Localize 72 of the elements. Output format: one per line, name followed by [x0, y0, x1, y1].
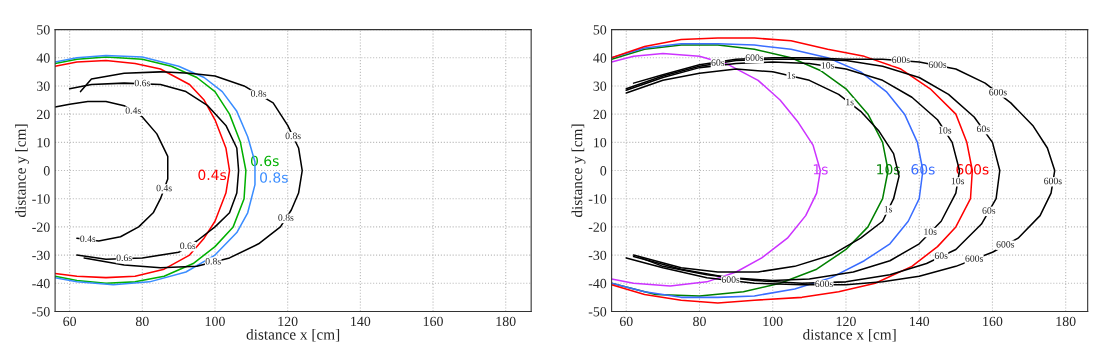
x-tick-label: 60 [619, 316, 633, 327]
y-tick-label: 10 [37, 137, 50, 148]
annotation: 0.4s [125, 107, 141, 114]
annotation: 0.8s [285, 132, 301, 140]
annotation: 600s [989, 88, 1007, 96]
y-tick-label: 0 [43, 166, 50, 176]
annotation: 600s [965, 255, 983, 262]
annotation: 60s [711, 59, 725, 66]
annotation: 0.8s [251, 90, 267, 97]
x-tick-label: 60 [63, 316, 77, 327]
annotation: 0.8s [205, 258, 221, 265]
y-tick-label: -50 [588, 307, 607, 317]
y-tick-label: 50 [37, 25, 50, 35]
y-tick-label: -40 [588, 278, 607, 289]
annotation: 1s [846, 98, 854, 106]
y-tick-label: 0 [600, 166, 607, 176]
y-tick-label: 40 [36, 53, 50, 63]
y-tick-label: 40 [593, 53, 607, 63]
y-tick-label: -20 [588, 222, 607, 232]
y-tick-label: -10 [588, 194, 607, 204]
annotation: 600s [928, 61, 947, 68]
annotation: 600s [745, 54, 764, 61]
annotation: 60s [976, 125, 990, 133]
annotation: 60s [982, 207, 996, 214]
annotation: 1s [787, 72, 796, 79]
x-tick-label: 80 [135, 316, 149, 327]
y-tick-label: 20 [593, 109, 607, 120]
annotation: 60s [934, 252, 948, 259]
x-tick-label: 100 [205, 316, 225, 327]
annotation: 10s [938, 126, 952, 134]
annotation: 1s [884, 205, 893, 213]
y-tick-label: -50 [32, 307, 50, 317]
x-tick-label: 80 [693, 316, 706, 327]
x-axis-title: distance x [cm] [246, 328, 340, 342]
y-tick-label: -20 [32, 222, 50, 232]
y-tick-label: 30 [593, 81, 607, 91]
x-tick-label: 160 [983, 316, 1003, 327]
y-tick-label: 30 [37, 81, 50, 91]
y-axis-title: distance y [cm] [15, 124, 29, 218]
annotation: 0.6s [134, 79, 150, 87]
x-tick-label: 120 [836, 316, 856, 327]
annotation: 10s [924, 228, 937, 235]
y-tick-label: 50 [593, 25, 607, 35]
annotation: 10s [821, 62, 835, 69]
x-axis-title: distance x [cm] [803, 328, 896, 342]
annotation: 600s [892, 56, 910, 64]
annotation: 600s [996, 241, 1015, 248]
series-label: 0.8s [260, 172, 288, 183]
annotation: 0.6s [180, 242, 196, 250]
x-tick-label: 100 [763, 316, 783, 327]
annotation: 10s [951, 177, 965, 185]
y-tick-label: 20 [36, 109, 50, 120]
y-axis-title: distance y [cm] [571, 124, 586, 218]
y-tick-label: -10 [32, 194, 50, 204]
annotation: 600s [721, 276, 740, 283]
annotation: 0.8s [278, 214, 294, 221]
y-tick-label: -30 [32, 250, 50, 261]
x-tick-label: 140 [910, 316, 930, 327]
y-tick-label: -30 [588, 250, 607, 261]
y-tick-label: -40 [32, 278, 50, 289]
y-tick-label: 10 [594, 137, 607, 148]
x-tick-label: 160 [423, 316, 443, 327]
x-tick-label: 120 [278, 316, 298, 327]
annotation: 0.4s [156, 184, 172, 192]
series-label: 0.4s [198, 169, 227, 181]
annotation: 0.6s [116, 254, 132, 262]
annotation: 0.4s [80, 235, 96, 243]
x-tick-label: 180 [496, 316, 516, 327]
x-tick-label: 140 [351, 316, 371, 327]
annotation: 600s [1044, 177, 1062, 185]
annotation: 600s [815, 280, 833, 288]
x-tick-label: 180 [1056, 316, 1076, 327]
